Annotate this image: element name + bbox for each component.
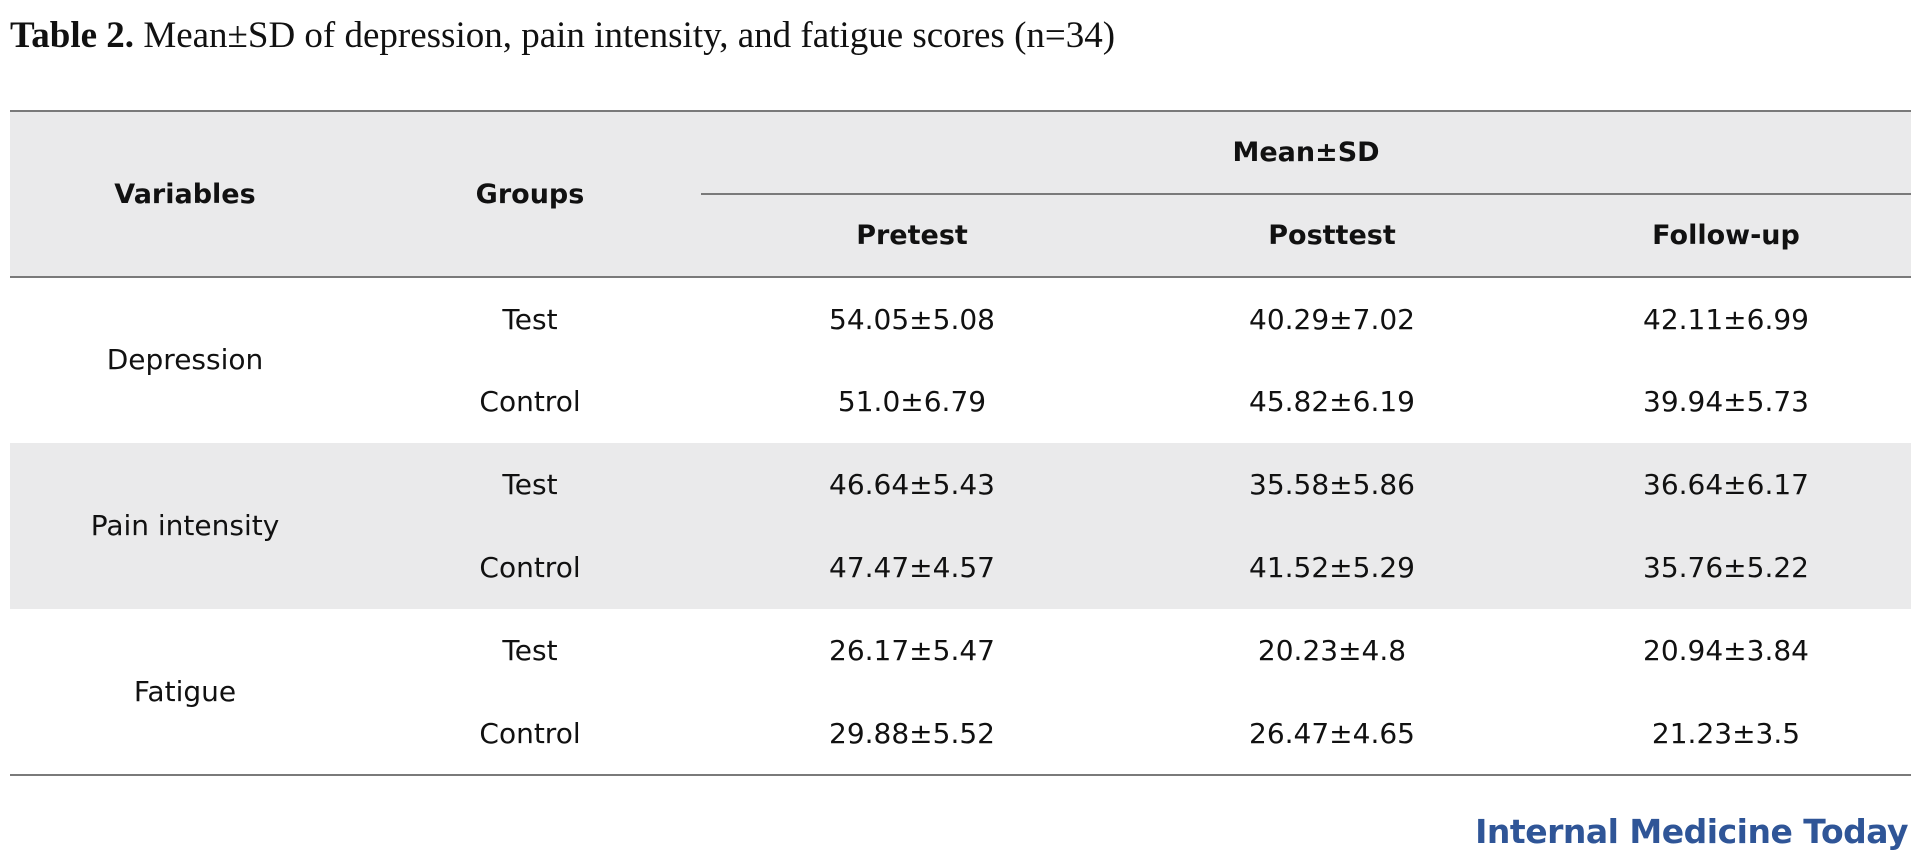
value-cell: 29.88±5.52 — [829, 716, 995, 750]
table-row: Test 46.64±5.43 35.58±5.86 36.64±6.17 — [10, 443, 1912, 526]
header-posttest: Posttest — [1268, 220, 1396, 251]
value-cell: 35.58±5.86 — [1249, 468, 1415, 501]
value-cell: 35.76±5.22 — [1643, 551, 1809, 584]
table-row: Control 29.88±5.52 26.47±4.65 21.23±3.5 — [10, 692, 1912, 775]
header-follow-up: Follow-up — [1652, 220, 1800, 251]
group-cell: Control — [479, 385, 581, 418]
table-title: Mean±SD of depression, pain intensity, a… — [134, 15, 1116, 56]
header-pretest: Pretest — [856, 220, 968, 251]
value-cell: 39.94±5.73 — [1643, 385, 1809, 418]
value-cell: 26.47±4.65 — [1249, 716, 1415, 750]
value-cell: 20.94±3.84 — [1643, 634, 1809, 667]
group-cell: Control — [479, 716, 581, 750]
group-cell: Control — [479, 551, 581, 584]
value-cell: 40.29±7.02 — [1249, 302, 1415, 336]
table-row: Control 51.0±6.79 45.82±6.19 39.94±5.73 — [10, 360, 1911, 443]
value-cell: 46.64±5.43 — [829, 468, 995, 501]
value-cell: 36.64±6.17 — [1643, 468, 1809, 501]
value-cell: 47.47±4.57 — [829, 551, 995, 584]
group-cell: Test — [502, 634, 558, 667]
value-cell: 51.0±6.79 — [837, 385, 987, 418]
variable-label-fatigue: Fatigue — [133, 674, 237, 708]
table-row: Test 54.05±5.08 40.29±7.02 42.11±6.99 — [10, 277, 1911, 360]
value-cell: 42.11±6.99 — [1643, 302, 1809, 336]
header-groups: Groups — [475, 178, 585, 210]
table-caption: Table 2. Mean±SD of depression, pain int… — [10, 14, 1115, 57]
table-header: Variables Groups Mean±SD Pretest Posttes… — [10, 111, 1912, 277]
table-number: Table 2. — [10, 15, 135, 56]
value-cell: 21.23±3.5 — [1651, 716, 1801, 750]
value-cell: 26.17±5.47 — [829, 634, 995, 667]
variable-label-pain-intensity: Pain intensity — [90, 508, 280, 542]
value-cell: 54.05±5.08 — [829, 302, 995, 336]
table-row: Test 26.17±5.47 20.23±4.8 20.94±3.84 — [10, 609, 1911, 692]
group-cell: Test — [502, 302, 558, 336]
group-cell: Test — [502, 468, 558, 501]
table-row: Control 47.47±4.57 41.52±5.29 35.76±5.22 — [10, 526, 1912, 609]
value-cell: 41.52±5.29 — [1249, 551, 1415, 584]
header-variables: Variables — [114, 178, 256, 210]
value-cell: 45.82±6.19 — [1249, 385, 1415, 418]
header-variables-groups: Variables Groups — [10, 111, 701, 277]
value-cell: 20.23±4.8 — [1257, 634, 1407, 667]
variable-label-depression: Depression — [106, 342, 264, 376]
header-mean-sd: Mean±SD — [701, 111, 1912, 195]
journal-logo: Internal Medicine Today — [1475, 812, 1908, 851]
data-table: Variables Groups Mean±SD Pretest Posttes… — [10, 110, 1912, 776]
